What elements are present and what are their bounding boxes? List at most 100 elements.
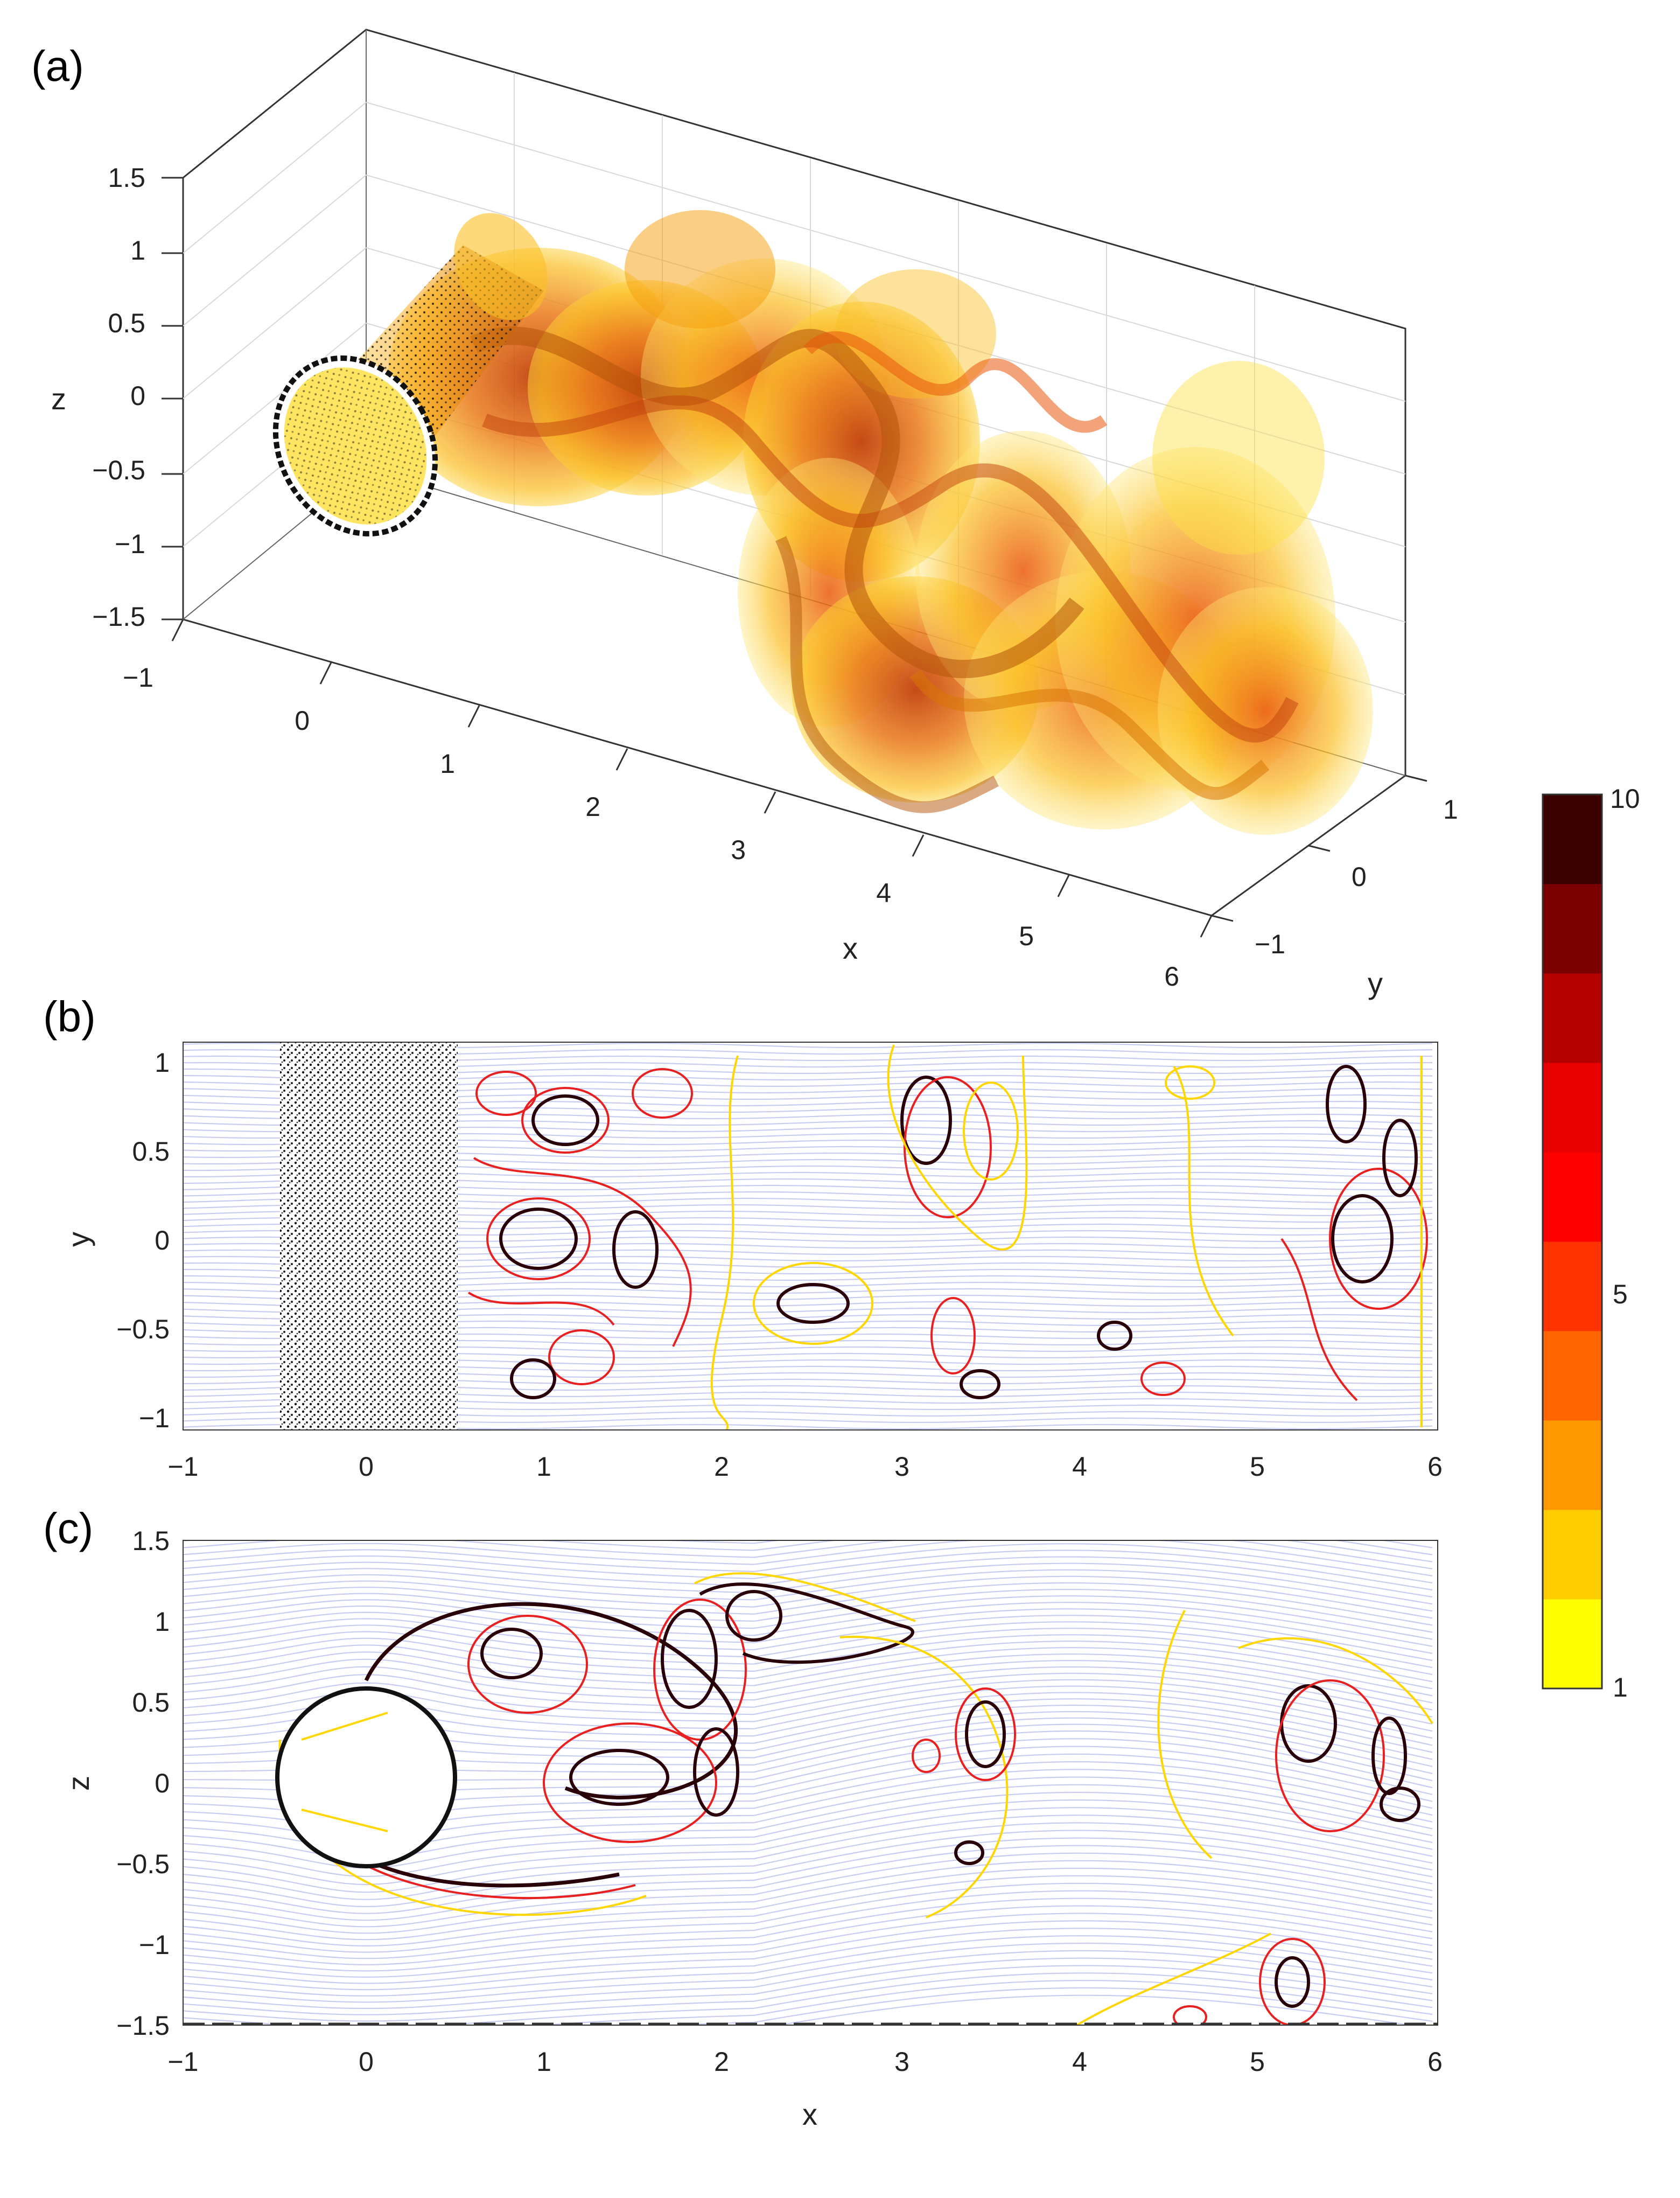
streamline	[183, 1628, 1433, 1676]
streamline	[183, 1556, 1433, 1598]
colorbar-tick-label: 10	[1610, 784, 1640, 814]
tick-label: −0.5	[116, 1849, 170, 1879]
streamline	[183, 1582, 1433, 1626]
panel-b-label: (b)	[43, 993, 96, 1041]
colorbar-level	[1543, 1420, 1602, 1510]
colorbar-level	[1543, 1331, 1602, 1421]
tick-label: 1	[1443, 794, 1458, 825]
colorbar-tick-label: 5	[1613, 1279, 1628, 1309]
tick-label: 1	[130, 235, 145, 266]
y-axis-label: y	[61, 1232, 95, 1247]
streamline	[183, 1807, 1433, 1886]
tick-label: 0.5	[108, 308, 145, 338]
tick-label: 3	[894, 1452, 909, 1482]
streamline	[183, 1972, 1433, 2025]
vorticity-contours	[467, 1044, 1428, 1430]
panel-a-label: (a)	[31, 42, 84, 90]
streamline	[183, 1615, 1433, 1661]
tick-label: −1	[167, 2047, 198, 2077]
vorticity-contours	[278, 1572, 1433, 2025]
colorbar: 10 5 1	[1542, 784, 1640, 1702]
streamline	[655, 1540, 1433, 1555]
streamline	[183, 1890, 1433, 1959]
tick-label: −1.5	[116, 2011, 170, 2041]
streamline	[183, 1905, 1433, 1972]
streamline	[183, 1562, 1433, 1605]
tick-label: −1	[167, 1452, 198, 1482]
cylinder-mesh-region	[280, 1042, 458, 1430]
streamline	[183, 1815, 1433, 1893]
y-axis-label: z	[61, 1776, 95, 1791]
panel-a-x-axis: −1 0 1 2 3 4 5 6 x	[123, 619, 1213, 992]
streamline	[183, 1791, 1433, 1869]
streamline	[183, 1653, 1433, 1704]
streamline	[183, 1852, 1433, 1928]
tick-label: −1	[123, 662, 153, 693]
tick-label: 1	[155, 1607, 170, 1637]
colorbar-level	[1543, 1241, 1602, 1331]
panel-b-plot	[183, 1042, 1433, 1430]
tick-label: 6	[1427, 2047, 1443, 2077]
tick-label: 6	[1427, 1452, 1443, 1482]
streamline	[183, 1979, 1433, 2025]
streamline	[183, 1822, 1433, 1900]
panel-c-label: (c)	[43, 1504, 93, 1552]
tick-label: 5	[1250, 2047, 1265, 2077]
tick-label: 0	[155, 1225, 170, 1255]
streamline	[183, 1928, 1433, 1991]
panel-c-plot	[183, 1540, 1438, 2025]
tick-label: −1	[115, 529, 145, 559]
tick-label: −0.5	[116, 1314, 170, 1344]
vorticity-isosurfaces	[388, 210, 1373, 835]
tick-label: 5	[1250, 1452, 1265, 1482]
streamline	[183, 1543, 1433, 1583]
tick-label: 0	[295, 706, 310, 736]
colorbar-level	[1543, 794, 1602, 884]
tick-label: 4	[876, 878, 891, 908]
streamline	[775, 1994, 1415, 2025]
streamline	[183, 1882, 1433, 1953]
z-axis-label: z	[51, 382, 66, 416]
tick-label: 1	[536, 1452, 551, 1482]
streamline	[183, 1575, 1433, 1619]
streamline	[183, 1867, 1433, 1941]
streamline	[183, 1608, 1433, 1654]
streamline	[183, 1621, 1433, 1669]
panel-b-x-axis: −1 0 1 2 3 4 5 6	[167, 1452, 1442, 1482]
streamline	[183, 1860, 1433, 1934]
tick-label: 0	[1352, 862, 1367, 892]
streamline	[183, 1913, 1433, 1978]
colorbar-level	[1543, 1063, 1602, 1153]
streamline	[183, 1837, 1433, 1914]
panel-b-frame	[183, 1042, 1438, 1431]
tick-label: −1	[1255, 929, 1285, 959]
tick-label: 4	[1072, 1452, 1087, 1482]
streamline	[183, 1540, 1433, 1562]
tick-label: 3	[894, 2047, 909, 2077]
tick-label: 0.5	[132, 1687, 170, 1718]
tick-label: 0	[359, 1452, 374, 1482]
tick-label: 6	[1164, 961, 1179, 992]
y-axis-label: y	[1368, 966, 1383, 1000]
streamline	[183, 1897, 1433, 1965]
streamline	[183, 1920, 1433, 1984]
streamline	[183, 1595, 1433, 1640]
colorbar-level	[1543, 1510, 1602, 1600]
streamline	[183, 1950, 1433, 2009]
colorbar-level	[1543, 1152, 1602, 1242]
streamline	[183, 1647, 1433, 1697]
streamline	[183, 1660, 1433, 1711]
streamline	[183, 1589, 1433, 1633]
panel-a-z-axis: 1.5 1 0.5 0 −0.5 −1 −1.5 z	[51, 163, 183, 632]
panel-c: (c)	[43, 1504, 1443, 2131]
tick-label: 2	[714, 1452, 729, 1482]
tick-label: 1.5	[108, 163, 145, 193]
panel-c-x-axis: −1 0 1 2 3 4 5 6 x	[167, 2047, 1442, 2131]
tick-label: 0	[155, 1768, 170, 1798]
tick-label: −0.5	[92, 455, 145, 485]
streamline	[183, 1602, 1433, 1647]
tick-label: 4	[1072, 2047, 1087, 2077]
streamline	[183, 1875, 1433, 1947]
streamline	[183, 1666, 1433, 1718]
